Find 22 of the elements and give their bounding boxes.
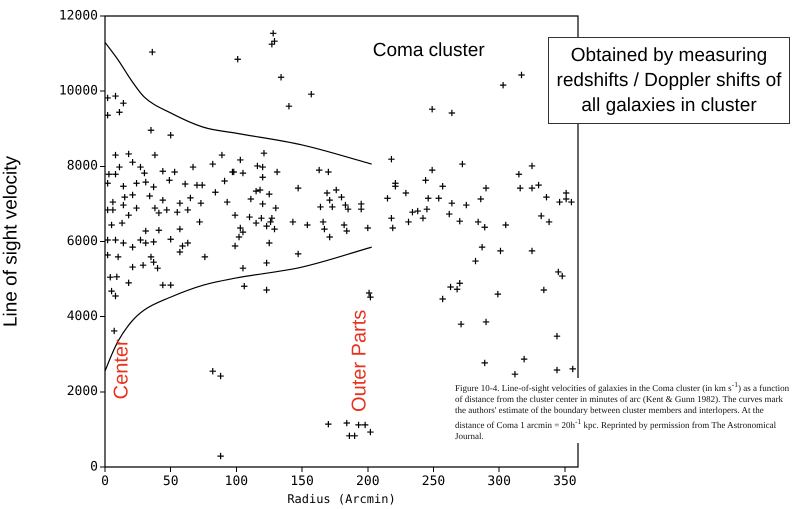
x-tick-label: 350 — [553, 474, 577, 490]
y-axis-title: Line of sight velocity — [0, 155, 22, 328]
x-tick-label: 300 — [487, 474, 511, 490]
annotation: Coma cluster — [372, 40, 486, 61]
x-tick-label: 150 — [290, 474, 314, 490]
x-tick-label: 100 — [224, 474, 248, 490]
y-tick-label: 6000 — [66, 234, 98, 249]
annotation: Outer Parts — [348, 310, 370, 412]
annotation: Center — [110, 338, 133, 400]
y-tick-label: 10000 — [58, 84, 98, 99]
y-tick-label: 4000 — [66, 309, 98, 324]
x-axis-title: Radius (Arcmin) — [287, 492, 396, 506]
y-tick-label: 8000 — [66, 158, 98, 174]
x-tick-label: 0 — [101, 474, 109, 490]
annotation: Obtained by measuring redshifts / Doppler shifts of all galaxies in cluster — [548, 37, 790, 124]
x-tick-label: 200 — [356, 474, 380, 490]
y-tick-label: 0 — [90, 459, 98, 474]
y-tick-label: 2000 — [66, 384, 98, 400]
text: Figure 10-4. Line-of-sight velocities of galaxies in the Coma cluster (in km s$^{-1}$) as a function of distance from the cluster center in minutes of arc (Kent & Gunn 1982). The curves mark the authors' estimate of the boundary between cluster members and interlopers. At the distance of Coma 1 arcmin = 20h$^{-1}$ kpc. Reprinted by permission from The Astronomical Journal. — [455, 380, 790, 441]
y-tick-label: 12000 — [58, 8, 98, 24]
x-tick-label: 50 — [162, 474, 179, 490]
x-tick-label: 250 — [422, 474, 446, 490]
